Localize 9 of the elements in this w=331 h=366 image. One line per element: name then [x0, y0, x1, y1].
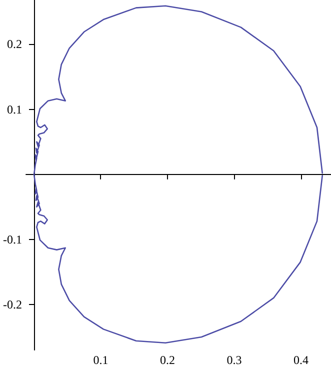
y-tick-label: -0.2: [2, 297, 22, 312]
y-tick-label: 0.1: [6, 102, 22, 116]
line-series: [33, 5, 323, 344]
y-tick-label: 0.2: [6, 37, 22, 52]
y-tick-label: -0.1: [2, 232, 22, 246]
x-tick-label: 0.1: [93, 353, 108, 366]
x-tick-label: 0.2: [160, 353, 175, 366]
x-tick-label: 0.4: [293, 353, 308, 366]
x-tick-label: 0.3: [226, 353, 242, 366]
